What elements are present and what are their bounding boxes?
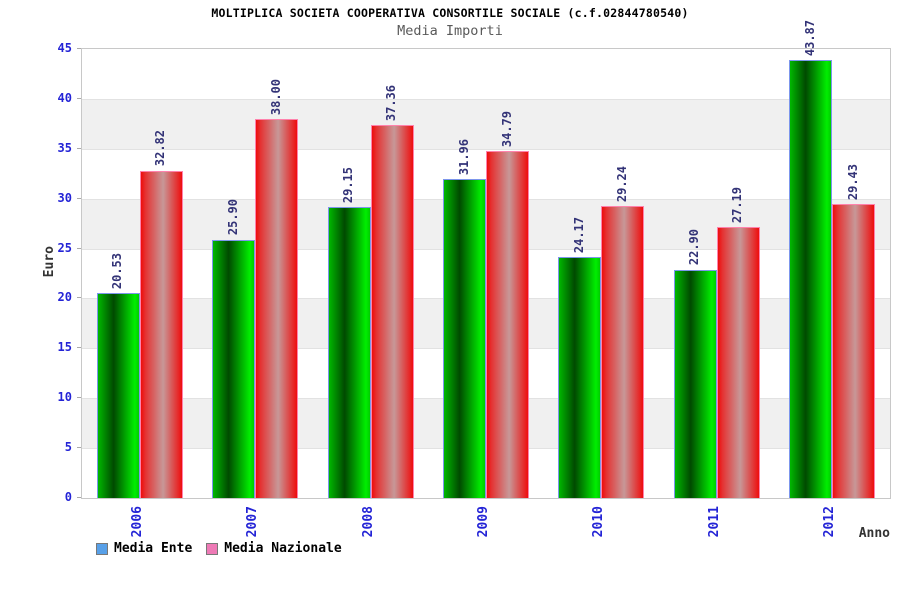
- bar-media-nazionale-2012: [832, 204, 876, 498]
- bar-value-label: 29.43: [845, 164, 860, 201]
- y-tick-label: 20: [57, 290, 72, 305]
- y-axis-tickmark: [77, 197, 81, 199]
- gridline: [82, 98, 890, 100]
- x-tick-label: 2008: [360, 506, 376, 538]
- bar-value-label: 31.96: [456, 139, 471, 176]
- y-axis-tickmark: [77, 447, 81, 449]
- y-axis-tickmark: [77, 97, 81, 99]
- bar-value-label: 29.24: [614, 166, 629, 203]
- y-axis-tickmark: [77, 247, 81, 249]
- x-tick-label: 2010: [591, 506, 607, 538]
- bar-media-ente-2010: [558, 256, 602, 498]
- bar-value-label: 43.87: [802, 20, 817, 57]
- legend-swatch: [206, 542, 219, 555]
- bar-value-label: 34.79: [499, 110, 514, 147]
- bar-value-label: 22.90: [687, 229, 702, 266]
- bar-media-nazionale-2010: [601, 206, 645, 498]
- y-axis-tickmark: [77, 397, 81, 399]
- legend-swatch: [96, 542, 108, 555]
- bar-value-label: 24.17: [571, 216, 586, 253]
- bar-media-ente-2012: [789, 60, 833, 498]
- x-axis-title: Anno: [858, 526, 890, 541]
- x-tick-label: 2012: [822, 506, 838, 538]
- y-axis-tickmark: [77, 147, 81, 149]
- y-axis-tickmark: [77, 297, 81, 299]
- gridline: [82, 148, 890, 150]
- bar-media-nazionale-2007: [255, 118, 299, 498]
- bar-media-ente-2008: [327, 207, 371, 498]
- plot-area: 20.53 32.82 25.90 38.00 29.15 37.36 31.96 34.79…: [81, 20, 891, 499]
- bar-value-label: 29.15: [341, 167, 356, 204]
- bar-media-nazionale-2006: [139, 170, 183, 498]
- bar-media-nazionale-2009: [486, 150, 529, 498]
- bar-media-nazionale-2011: [716, 226, 760, 498]
- x-tick-label: 2006: [129, 506, 145, 538]
- x-tick-label: 2009: [476, 506, 491, 538]
- y-tick-label: 10: [57, 390, 72, 405]
- legend: Media Ente Media Nazionale: [96, 541, 356, 556]
- bar-value-label: 27.19: [730, 186, 745, 223]
- y-tick-label: 0: [64, 490, 72, 504]
- y-tick-label: 45: [57, 41, 72, 55]
- y-tick-label: 5: [64, 440, 72, 455]
- bar-value-label: 37.36: [384, 85, 399, 122]
- bar-media-ente-2009: [443, 179, 486, 498]
- bar-media-ente-2007: [212, 239, 256, 498]
- legend-label: Media Ente: [114, 541, 193, 556]
- legend-item: Media Ente: [96, 541, 192, 556]
- bar-value-label: 25.90: [225, 199, 240, 236]
- y-axis-tickmark: [77, 497, 81, 498]
- y-tick-label: 30: [57, 190, 72, 205]
- chart-subtitle: Media Importi: [397, 23, 503, 39]
- bar-value-label: 38.00: [268, 78, 283, 115]
- y-tick-label: 40: [57, 90, 72, 105]
- y-axis-tickmark: [77, 347, 81, 349]
- bar-value-label: 20.53: [110, 253, 125, 290]
- legend-item: Media Nazionale: [206, 541, 342, 556]
- bar-value-label: 32.82: [153, 130, 168, 167]
- legend-label: Media Nazionale: [224, 541, 342, 556]
- y-axis-tickmark: [77, 48, 81, 49]
- bar-media-ente-2006: [96, 293, 140, 498]
- bar-media-nazionale-2008: [370, 125, 414, 498]
- plot-band: [82, 98, 890, 149]
- y-tick-label: 25: [57, 240, 72, 255]
- y-tick-label: 15: [57, 340, 72, 355]
- y-tick-label: 35: [57, 140, 72, 155]
- bar-media-ente-2011: [673, 269, 717, 498]
- x-tick-label: 2011: [706, 506, 722, 538]
- chart-title: MOLTIPLICA SOCIETA COOPERATIVA CONSORTIL…: [211, 6, 689, 20]
- x-tick-label: 2007: [245, 506, 261, 538]
